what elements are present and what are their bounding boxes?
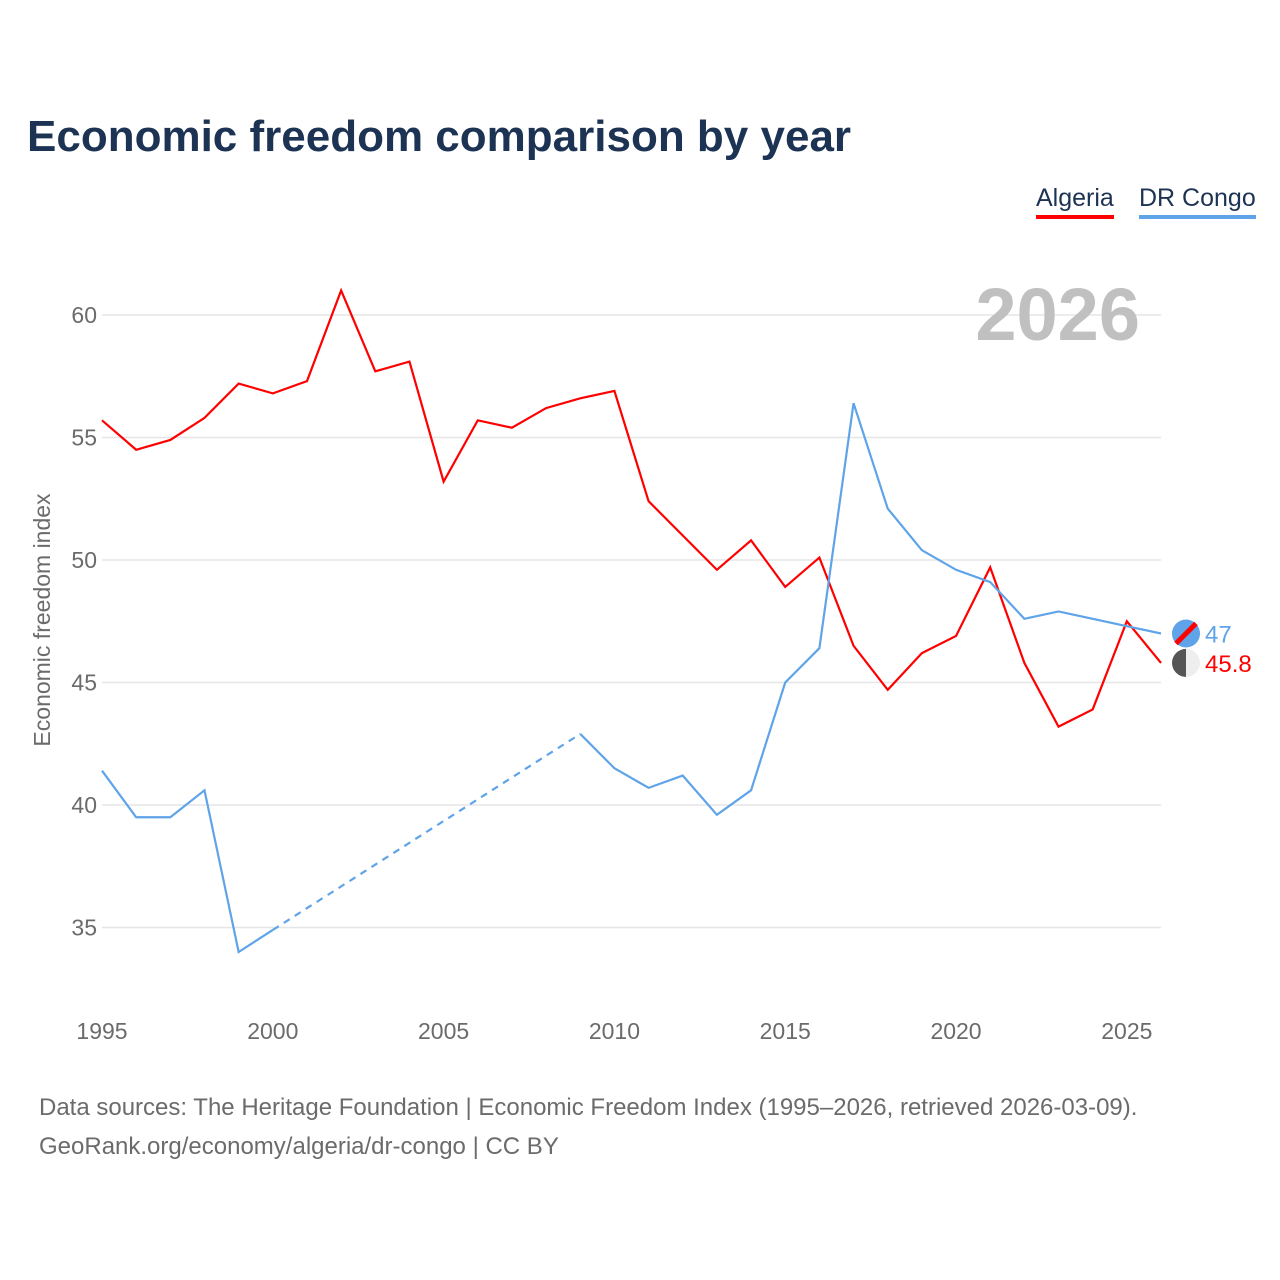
series-gap-dr-congo — [272, 733, 581, 931]
x-tick-label: 2000 — [247, 1018, 298, 1044]
x-tick-label: 2025 — [1101, 1018, 1152, 1044]
y-tick-label: 60 — [71, 302, 97, 328]
y-tick-label: 35 — [71, 915, 97, 941]
footer: Data sources: The Heritage Foundation | … — [39, 1088, 1137, 1166]
x-tick-label: 2010 — [589, 1018, 640, 1044]
x-tick-label: 2020 — [930, 1018, 981, 1044]
year-watermark: 2026 — [975, 273, 1140, 356]
flag-half — [1172, 648, 1186, 677]
end-label-dr-congo: 47 — [1205, 622, 1232, 649]
y-tick-label: 45 — [71, 670, 97, 696]
footer-sources: Data sources: The Heritage Foundation | … — [39, 1094, 1138, 1121]
legend-item-algeria[interactable]: Algeria — [1036, 184, 1114, 219]
y-tick-label: 55 — [71, 425, 97, 451]
x-tick-label: 1995 — [76, 1018, 127, 1044]
series-line-algeria — [101, 287, 1162, 729]
chart-title: Economic freedom comparison by year — [27, 112, 852, 161]
series-line-dr-congo — [101, 770, 274, 954]
y-axis-label: Economic freedom index — [29, 493, 55, 747]
y-tick-label: 40 — [71, 792, 97, 818]
x-tick-label: 2005 — [418, 1018, 469, 1044]
series-line-dr-congo — [579, 402, 1162, 817]
flag-stripe — [1174, 621, 1198, 646]
footer-url[interactable]: GeoRank.org/economy/algeria/dr-congo | C… — [39, 1133, 559, 1160]
y-tick-label: 50 — [71, 547, 97, 573]
legend-item-dr-congo[interactable]: DR Congo — [1139, 184, 1256, 219]
x-tick-label: 2015 — [760, 1018, 811, 1044]
end-label-algeria: 45.8 — [1205, 651, 1252, 678]
